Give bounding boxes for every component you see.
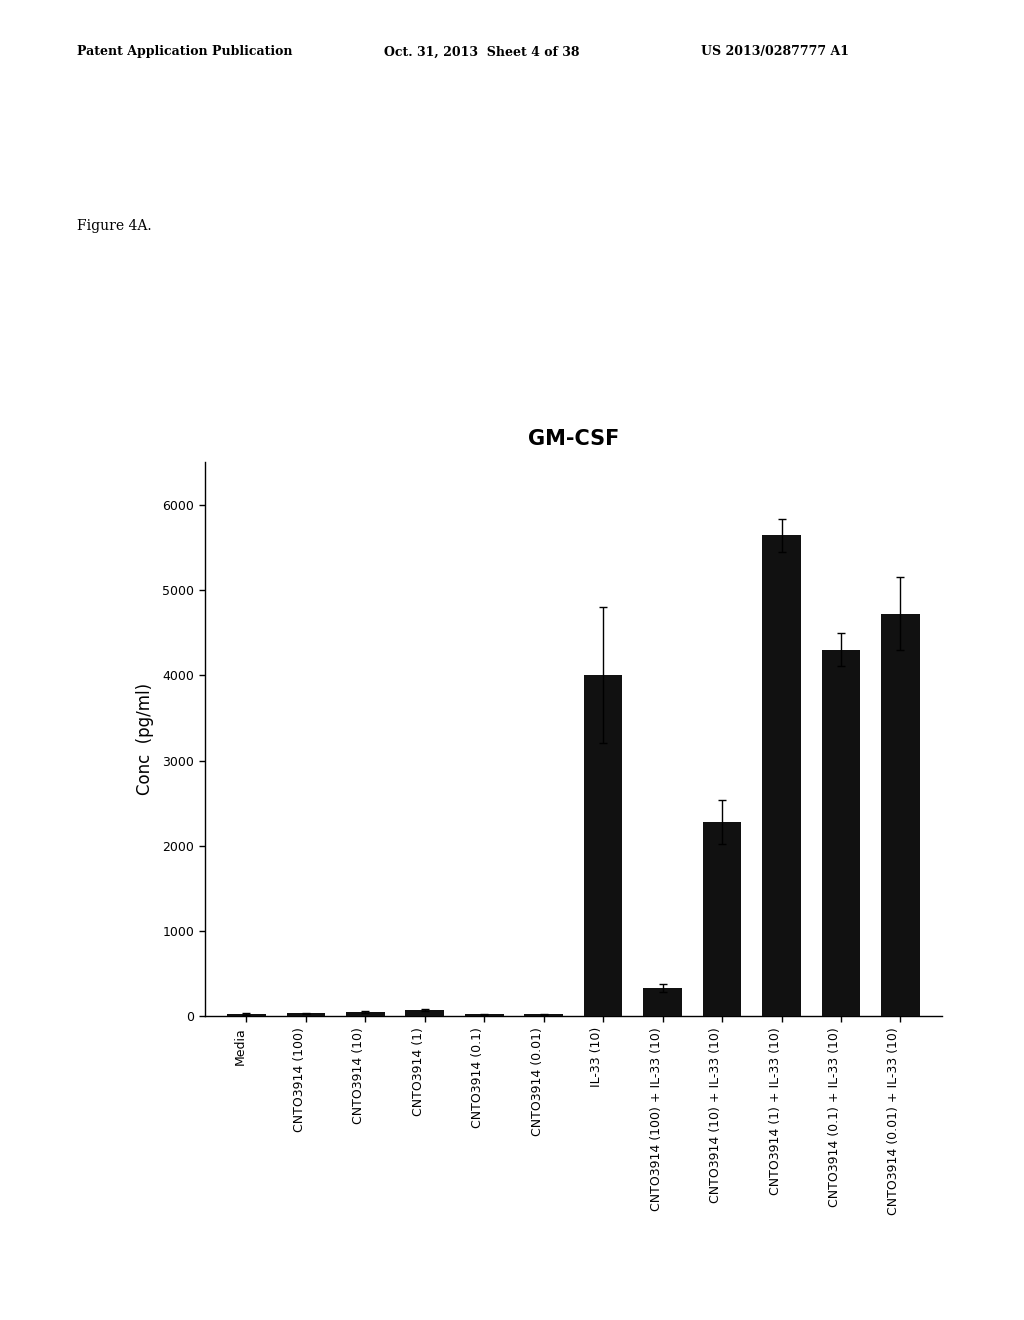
Bar: [821, 649, 860, 1016]
Bar: [584, 676, 623, 1016]
Bar: [643, 989, 682, 1016]
Text: Figure 4A.: Figure 4A.: [77, 219, 152, 232]
Bar: [524, 1014, 563, 1016]
Bar: [465, 1014, 504, 1016]
Bar: [881, 614, 920, 1016]
Bar: [762, 536, 801, 1016]
Bar: [227, 1014, 266, 1016]
Title: GM-CSF: GM-CSF: [527, 429, 620, 449]
Bar: [702, 822, 741, 1016]
Bar: [406, 1010, 444, 1016]
Bar: [287, 1014, 326, 1016]
Text: US 2013/0287777 A1: US 2013/0287777 A1: [701, 45, 850, 58]
Y-axis label: Conc  (pg/ml): Conc (pg/ml): [136, 684, 154, 795]
Text: Oct. 31, 2013  Sheet 4 of 38: Oct. 31, 2013 Sheet 4 of 38: [384, 45, 580, 58]
Bar: [346, 1011, 385, 1016]
Text: Patent Application Publication: Patent Application Publication: [77, 45, 292, 58]
